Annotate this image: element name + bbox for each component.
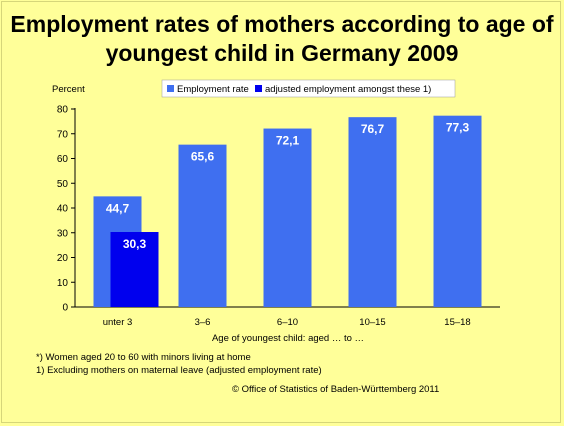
x-tick-label: 3–6 xyxy=(195,317,211,328)
bar-value-label: 72,1 xyxy=(276,134,300,148)
bar-value-label: 65,6 xyxy=(191,150,215,164)
title-line-1: Employment rates of mothers according to… xyxy=(10,11,554,37)
y-tick-label: 70 xyxy=(57,129,69,140)
bar-employment-rate xyxy=(178,144,227,307)
legend-swatch-adjusted xyxy=(255,85,262,92)
legend-box xyxy=(161,79,456,98)
legend-label-adjusted: adjusted employment amongst these 1) xyxy=(265,84,431,95)
y-tick-label: 80 xyxy=(57,105,69,116)
x-tick-label: 10–15 xyxy=(359,317,385,328)
bar-employment-rate xyxy=(433,115,482,308)
x-tick-label: unter 3 xyxy=(103,317,133,328)
y-tick-label: 40 xyxy=(57,204,69,215)
y-tick-label: 30 xyxy=(57,228,69,239)
y-tick-label: 60 xyxy=(57,154,69,165)
y-axis-label: Percent xyxy=(52,84,85,95)
y-tick-label: 20 xyxy=(57,253,69,264)
x-tick-label: 15–18 xyxy=(444,317,470,328)
footnote-star: *) Women aged 20 to 60 with minors livin… xyxy=(36,352,251,363)
legend-swatch-employment-rate xyxy=(167,85,174,92)
y-tick-label: 50 xyxy=(57,179,69,190)
bar-value-label: 30,3 xyxy=(123,237,147,251)
x-tick-label: 6–10 xyxy=(277,317,298,328)
chart-title: Employment rates of mothers according to… xyxy=(0,10,564,68)
legend-label-employment-rate: Employment rate xyxy=(177,84,249,95)
bar-value-label: 76,7 xyxy=(361,122,385,136)
footnote-1: 1) Excluding mothers on maternal leave (… xyxy=(36,365,322,376)
bar-value-label: 44,7 xyxy=(106,201,130,215)
bar-adjusted xyxy=(110,232,159,307)
x-axis-label: Age of youngest child: aged … to … xyxy=(212,333,364,344)
bar-value-label: 77,3 xyxy=(446,121,470,135)
y-tick-label: 0 xyxy=(62,303,68,314)
bar-employment-rate xyxy=(348,117,397,307)
title-line-2: youngest child in Germany 2009 xyxy=(105,40,459,66)
source-note: © Office of Statistics of Baden-Württemb… xyxy=(232,384,440,395)
bar-employment-rate xyxy=(263,128,312,307)
y-tick-label: 10 xyxy=(57,278,69,289)
